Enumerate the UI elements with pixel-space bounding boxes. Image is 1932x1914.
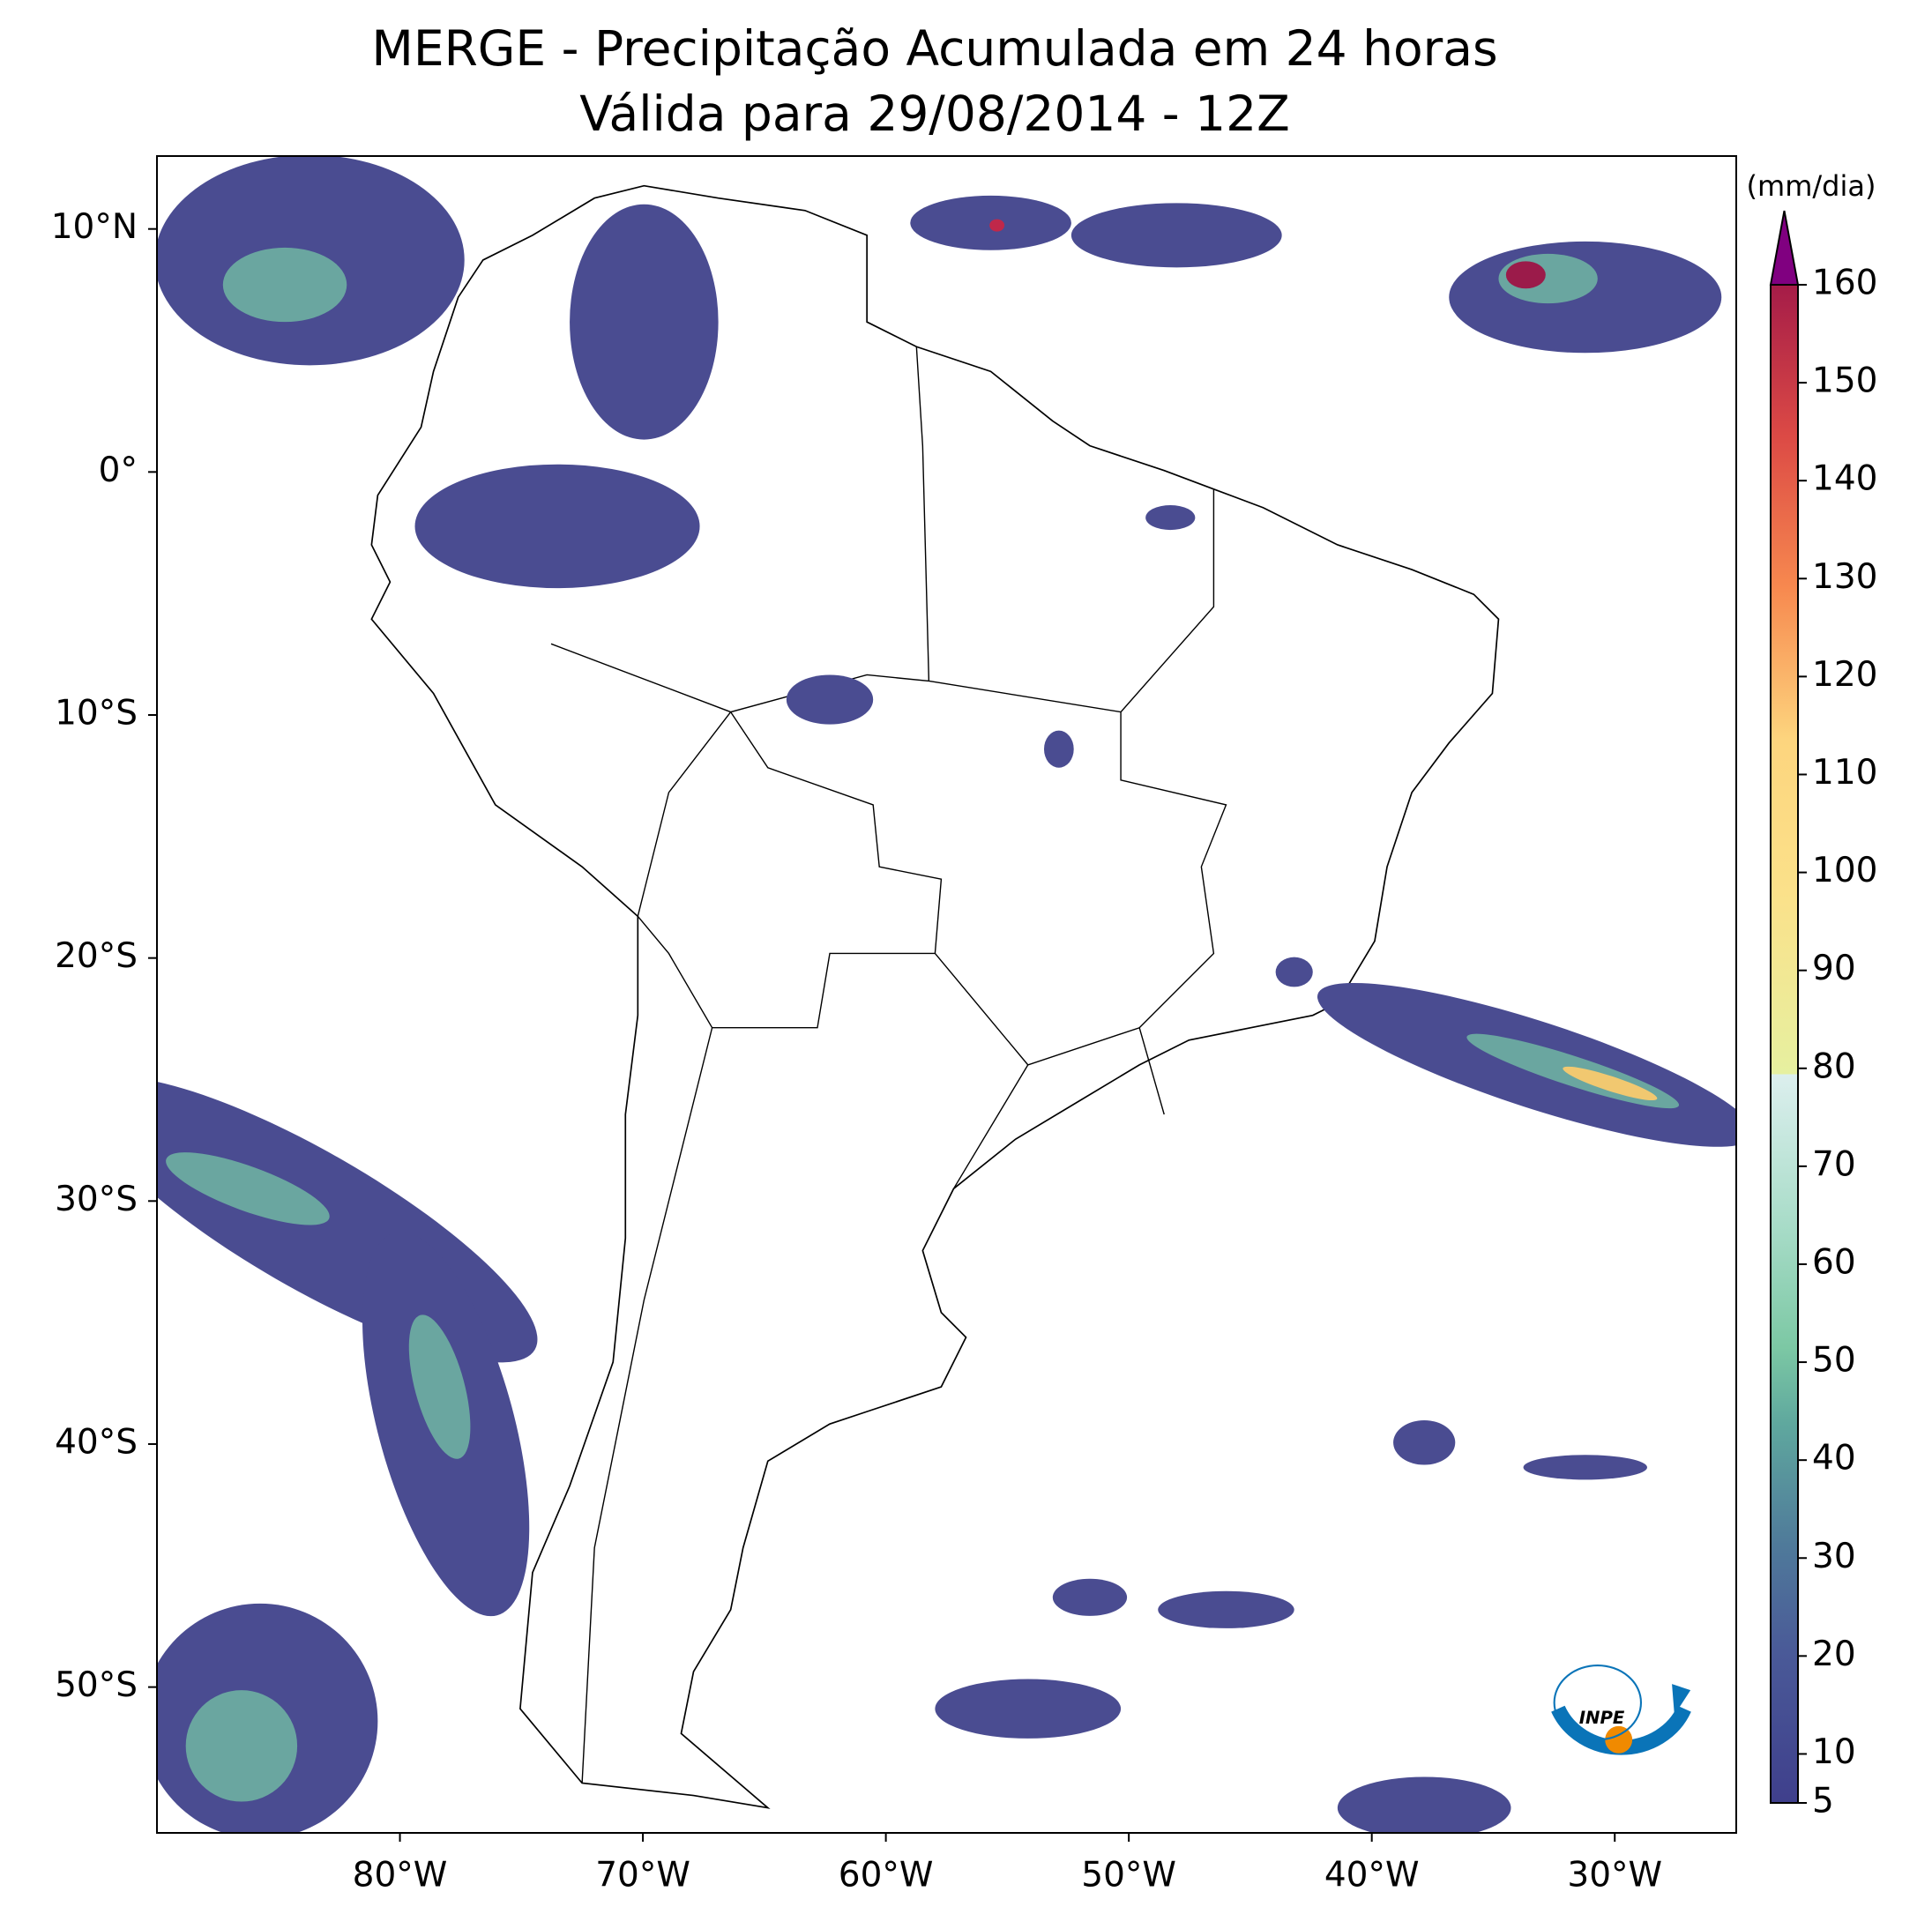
x-tick-label: 60°W	[839, 1856, 934, 1895]
colorbar-tick-label: 120	[1812, 655, 1877, 695]
colorbar-extend	[1769, 210, 1800, 286]
y-tick-label: 10°S	[55, 694, 138, 734]
colorbar-label: (mm/dia)	[1747, 169, 1876, 203]
colorbar-tick-label: 20	[1812, 1635, 1856, 1674]
colorbar-tick-label: 150	[1812, 361, 1877, 401]
x-tick-label: 40°W	[1324, 1856, 1420, 1895]
precipitation-max	[1505, 261, 1546, 289]
inpe-logo: INPE	[1551, 1664, 1691, 1755]
y-tick-label: 40°S	[55, 1422, 138, 1462]
logo-text: INPE	[1579, 1708, 1625, 1728]
x-tick-label: 80°W	[353, 1856, 448, 1895]
map-title: MERGE - Precipitação Acumulada em 24 hor…	[371, 20, 1497, 77]
colorbar-tick-label: 50	[1812, 1341, 1856, 1381]
y-tick-label: 50°S	[55, 1665, 138, 1705]
x-tick-label: 30°W	[1567, 1856, 1662, 1895]
x-tick-label: 70°W	[595, 1856, 690, 1895]
borders	[550, 346, 1227, 1784]
y-tick-label: 10°N	[51, 207, 138, 247]
colorbar-tick-label: 100	[1812, 851, 1877, 890]
colorbar-tick-label: 160	[1812, 264, 1877, 303]
plot-frame	[156, 155, 1737, 1834]
y-tick-label: 30°S	[55, 1180, 138, 1219]
continent	[370, 184, 1500, 1809]
colorbar-tick-label: 40	[1812, 1439, 1856, 1478]
precipitation-max	[989, 219, 1005, 232]
colorbar-tick-label: 140	[1812, 459, 1877, 499]
colorbar-tick-label: 70	[1812, 1144, 1856, 1184]
colorbar-tick-label: 90	[1812, 949, 1856, 988]
colorbar-tick-label: 80	[1812, 1046, 1856, 1086]
map-layers: INPE	[157, 156, 1736, 1833]
colorbar-tick-label: 130	[1812, 557, 1877, 597]
colorbar	[1770, 284, 1799, 1804]
precipitation-mid	[166, 247, 1680, 1802]
colorbar-tick-label: 30	[1812, 1537, 1856, 1576]
y-tick-label: 0°	[99, 451, 138, 490]
y-tick-label: 20°S	[55, 936, 138, 976]
x-tick-label: 50°W	[1081, 1856, 1176, 1895]
colorbar-tick-label: 110	[1812, 753, 1877, 793]
map-area: INPE	[157, 156, 1736, 1833]
precipitation-high	[1563, 1066, 1658, 1101]
map-subtitle: Válida para 29/08/2014 - 12Z	[579, 86, 1290, 142]
colorbar-tick-label: 10	[1812, 1732, 1856, 1772]
colorbar-tick-label: 5	[1812, 1782, 1834, 1821]
colorbar-tick-label: 60	[1812, 1242, 1856, 1282]
